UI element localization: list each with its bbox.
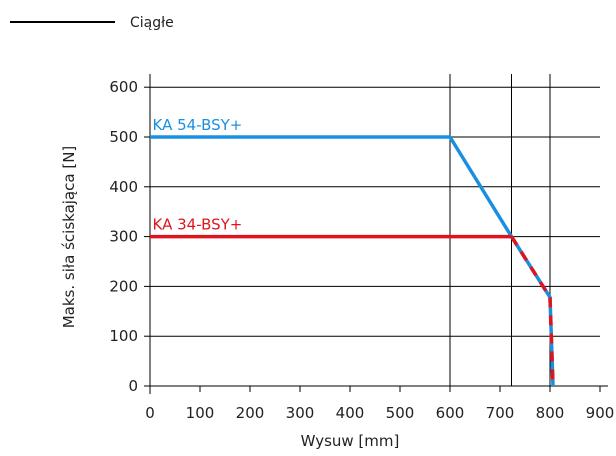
y-axis-title: Maks. siła ściskająca [N]	[60, 146, 78, 329]
x-axis-title: Wysuw [mm]	[301, 432, 400, 450]
x-tick-label: 400	[336, 404, 365, 422]
y-tick-label: 0	[128, 377, 138, 395]
y-tick-label: 200	[109, 277, 138, 295]
x-tick-label: 300	[286, 404, 315, 422]
x-tick-label: 600	[436, 404, 465, 422]
y-tick-label: 100	[109, 327, 138, 345]
y-tick-label: 300	[109, 228, 138, 246]
tick-labels: 0 100 200 300 400 500 600 0 100 200 300 400 500 600 70…	[109, 78, 614, 422]
legend-label: Ciągłe	[130, 15, 174, 31]
axes	[144, 74, 608, 394]
legend: Ciągłe	[10, 15, 174, 31]
x-tick-label: 800	[536, 404, 565, 422]
series: KA 54-BSY+ KA 34-BSY+	[150, 116, 555, 387]
reference-lines	[449, 74, 551, 386]
y-tick-label: 600	[109, 78, 138, 96]
series-label-ka-34-bsy: KA 34-BSY+	[153, 216, 243, 234]
series-label-ka-54-bsy: KA 54-BSY+	[153, 116, 243, 134]
series-line-ka-54-bsy	[150, 135, 555, 387]
x-tick-label: 200	[236, 404, 265, 422]
series-line-ka-34-bsy-dashed	[510, 235, 555, 387]
x-tick-label: 100	[186, 404, 215, 422]
x-tick-label: 0	[145, 404, 155, 422]
x-tick-label: 900	[586, 404, 615, 422]
y-tick-label: 500	[109, 128, 138, 146]
x-tick-label: 500	[386, 404, 415, 422]
y-tick-label: 400	[109, 178, 138, 196]
x-tick-label: 700	[486, 404, 515, 422]
